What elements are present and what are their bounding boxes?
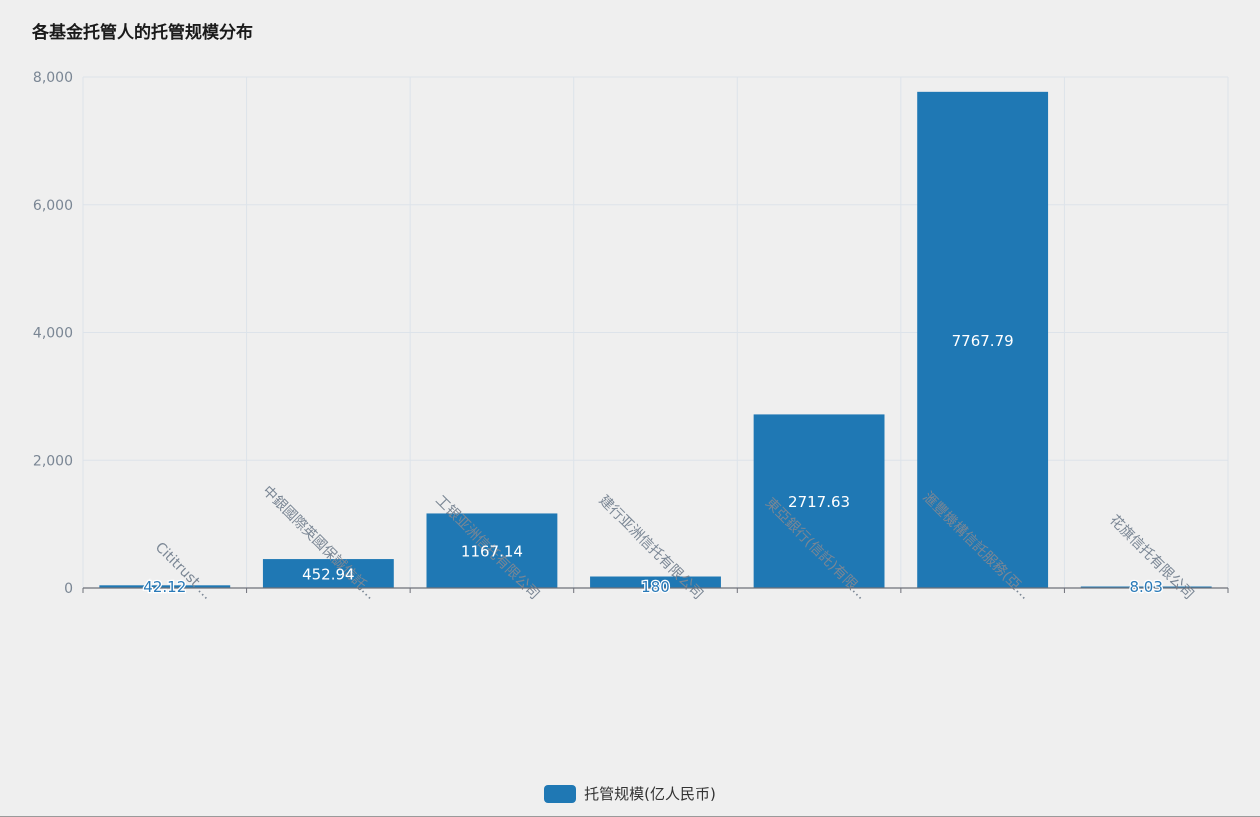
- bar[interactable]: [917, 91, 1049, 589]
- legend-label: 托管规模(亿人民币): [584, 785, 716, 803]
- bar-value-label: 7767.79: [952, 332, 1014, 350]
- bar-value-label: 1167.14: [461, 543, 523, 561]
- y-tick-label: 4,000: [33, 326, 73, 342]
- y-tick-label: 0: [64, 581, 73, 597]
- bar[interactable]: [99, 585, 231, 588]
- y-tick-label: 8,000: [33, 70, 73, 86]
- bar-layer: [99, 91, 1212, 589]
- bar[interactable]: [262, 559, 394, 588]
- legend-swatch: [544, 784, 577, 803]
- bar[interactable]: [590, 576, 721, 588]
- label-layer: 42.12 452.94 1167.14 180 2717.63 7767.79 8.03: [142, 332, 1164, 597]
- bar-value-label: 452.94: [302, 566, 355, 584]
- y-tick-label: 2,000: [33, 453, 73, 469]
- y-tick-label: 6,000: [33, 198, 73, 214]
- bar[interactable]: [1080, 586, 1212, 589]
- grid-layer: [83, 76, 1229, 588]
- bar[interactable]: [753, 414, 885, 588]
- bar-value-label: 2717.63: [788, 493, 850, 511]
- bar-value-label: 42.12: [143, 578, 186, 596]
- legend[interactable]: 托管规模(亿人民币): [0, 783, 1260, 804]
- bar-value-label: 180: [641, 578, 670, 596]
- bar-value-label: 8.03: [1130, 578, 1163, 596]
- chart-title: 各基金托管人的托管规模分布: [32, 23, 253, 43]
- bar[interactable]: [426, 513, 558, 588]
